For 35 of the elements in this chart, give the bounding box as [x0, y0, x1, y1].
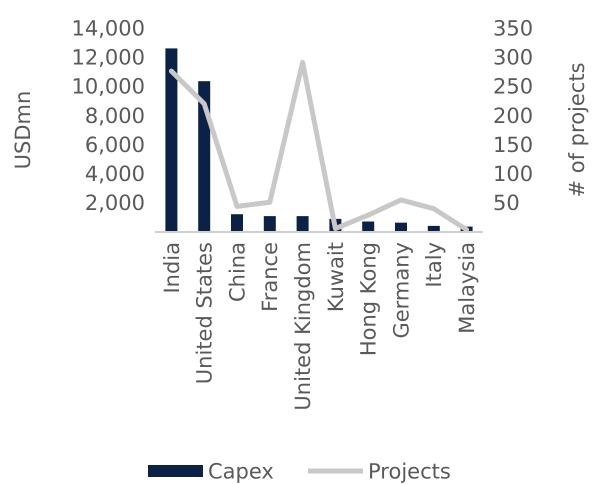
x-tick-label: France — [258, 242, 282, 312]
y-tick-label: 14,000 — [72, 16, 145, 40]
x-tick-label: United States — [192, 242, 217, 384]
x-tick-label: China — [225, 242, 250, 302]
bar — [264, 216, 276, 232]
x-tick-label: United Kingdom — [290, 242, 315, 411]
y-tick-label: 8,000 — [84, 104, 145, 128]
legend-label: Capex — [208, 459, 274, 484]
bar — [165, 48, 178, 232]
x-tick-label: Italy — [422, 242, 446, 288]
bar — [198, 81, 210, 232]
x-tick-label: Germany — [389, 242, 414, 339]
legend-label: Projects — [368, 459, 451, 484]
x-tick-label: Hong Kong — [356, 242, 381, 356]
y2-tick-label: 350 — [493, 16, 534, 40]
y2-tick-label: 50 — [493, 191, 520, 216]
y2-tick-label: 150 — [493, 132, 534, 157]
y2-tick-label: 300 — [493, 45, 534, 70]
bar — [296, 216, 309, 232]
x-tick-label: India — [160, 242, 184, 294]
bar — [362, 222, 374, 232]
bar — [231, 214, 243, 232]
y2-tick-label: 250 — [493, 74, 534, 99]
y-tick-label: 10,000 — [72, 74, 145, 99]
y-tick-label: 4,000 — [84, 162, 145, 186]
x-tick-label: Kuwait — [324, 242, 348, 312]
y-tick-label: 6,000 — [84, 132, 145, 157]
y2-tick-label: 100 — [493, 162, 534, 186]
bar — [395, 222, 407, 232]
y2-tick-label: 200 — [493, 104, 534, 128]
y2-axis-title: # of projects — [565, 62, 589, 198]
x-tick-label: Malaysia — [454, 242, 479, 334]
y-axis-title: USDmn — [11, 90, 35, 170]
y-tick-label: 2,000 — [84, 191, 145, 216]
y-tick-label: 12,000 — [72, 45, 145, 70]
